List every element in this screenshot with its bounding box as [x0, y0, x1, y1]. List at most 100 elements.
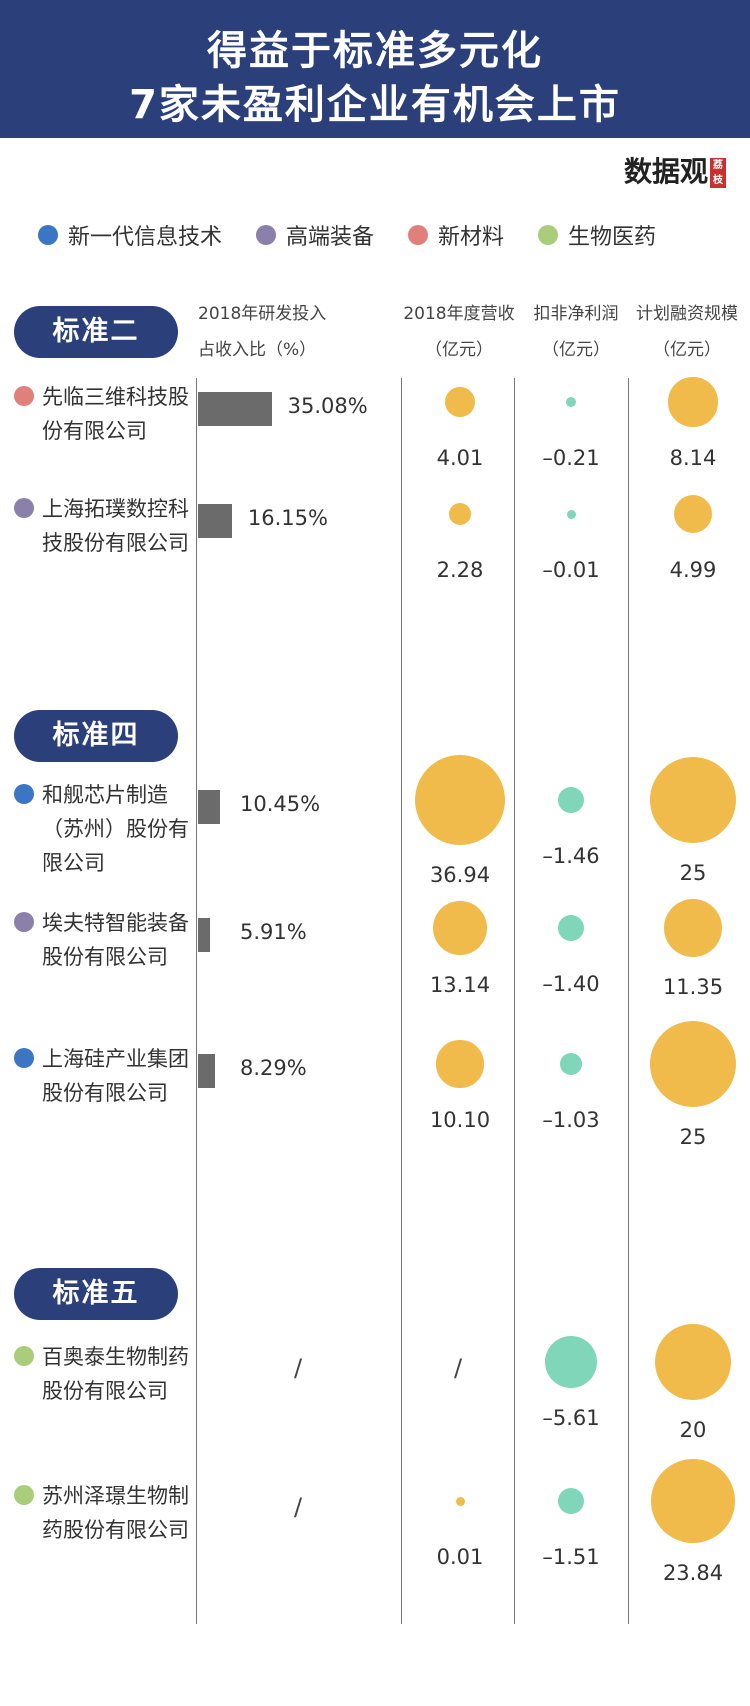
company-cell: 和舰芯片制造（苏州）股份有限公司 — [14, 778, 189, 882]
company-name: 上海拓璞数控科技股份有限公司 — [42, 497, 189, 555]
column-header-rd-line2: 占收入比（%） — [198, 340, 317, 360]
legend-dot — [538, 225, 559, 245]
revenue-label: 4.01 — [436, 446, 484, 470]
company-name: 上海硅产业集团股份有限公司 — [42, 1047, 189, 1105]
financing-label: 4.99 — [669, 558, 717, 582]
financing-label: 8.14 — [669, 446, 717, 470]
legend-dot — [408, 225, 429, 245]
column-header-rd: 2018年研发投入 占收入比（%） — [198, 296, 326, 368]
brand-name: 数据观 — [623, 155, 708, 188]
net-profit-label: –0.01 — [542, 558, 600, 582]
financing-bubble — [651, 1459, 735, 1543]
rd-ratio-label: 8.29% — [240, 1056, 307, 1080]
legend-label: 新材料 — [438, 225, 505, 250]
revenue-label: 13.14 — [429, 972, 491, 997]
company-cell: 埃夫特智能装备股份有限公司 — [14, 906, 189, 1010]
legend-item: 生物医药 — [538, 219, 656, 251]
net-profit-bubble — [557, 786, 585, 814]
revenue-label: 10.10 — [429, 1108, 491, 1132]
legend-label: 新一代信息技术 — [68, 225, 223, 250]
column-divider-1 — [196, 378, 197, 1624]
net-profit-bubble — [566, 509, 576, 519]
legend-item: 高端装备 — [256, 219, 374, 251]
company-cell: 先临三维科技股份有限公司 — [14, 380, 189, 484]
company-name: 百奥泰生物制药股份有限公司 — [42, 1345, 189, 1403]
column-header-revenue-line1: 2018年度营收 — [403, 304, 515, 324]
net-profit-bubble — [558, 915, 584, 941]
legend-dot — [38, 225, 58, 245]
net-profit-label: –0.21 — [542, 446, 600, 470]
company-name: 埃夫特智能装备股份有限公司 — [42, 911, 189, 969]
financing-bubble — [650, 757, 736, 843]
header-banner: 得益于标准多元化 7家未盈利企业有机会上市 — [0, 0, 750, 138]
rd-bar — [198, 790, 220, 824]
revenue-label: 0.01 — [436, 1545, 484, 1569]
category-dot — [14, 386, 34, 406]
category-dot — [14, 784, 34, 804]
company-cell: 上海硅产业集团股份有限公司 — [14, 1042, 189, 1146]
revenue-label: 36.94 — [429, 863, 491, 887]
title-line-1: 得益于标准多元化 — [207, 28, 543, 74]
title-line-2: 7家未盈利企业有机会上市 — [129, 82, 621, 128]
financing-bubble — [668, 377, 718, 427]
revenue-bubble — [455, 1496, 465, 1506]
legend-label: 生物医药 — [568, 225, 657, 250]
financing-bubble — [673, 494, 713, 534]
column-divider-3 — [514, 378, 515, 1624]
column-header-financing: 计划融资规模 （亿元） — [630, 296, 744, 368]
rd-bar — [198, 392, 272, 426]
column-header-financing-line2: （亿元） — [653, 340, 721, 360]
rd-ratio-label: / — [294, 1354, 303, 1382]
category-dot — [14, 1048, 34, 1068]
net-profit-bubble — [545, 1336, 597, 1388]
net-profit-label: –1.46 — [542, 844, 600, 868]
revenue-bubble — [436, 1040, 484, 1088]
rd-ratio-label: 35.08% — [287, 394, 368, 418]
legend-item: 新一代信息技术 — [38, 219, 222, 251]
rd-bar — [198, 1054, 216, 1088]
legend-label: 高端装备 — [286, 225, 375, 250]
financing-label: 11.35 — [662, 974, 724, 999]
company-cell: 百奥泰生物制药股份有限公司 — [14, 1340, 189, 1444]
category-dot — [14, 1346, 34, 1366]
column-header-profit: 扣非净利润 （亿元） — [526, 296, 626, 368]
financing-bubble — [664, 899, 722, 957]
column-divider-2 — [401, 378, 402, 1624]
column-header-rd-line1: 2018年研发投入 — [198, 304, 327, 324]
net-profit-label: –1.40 — [542, 972, 600, 996]
column-divider-4 — [628, 378, 629, 1624]
financing-bubble — [654, 1323, 732, 1401]
brand-logo: 数据观 荔枝 — [624, 150, 726, 190]
column-header-revenue-line2: （亿元） — [425, 340, 493, 360]
column-header-financing-line1: 计划融资规模 — [636, 304, 738, 324]
financing-label: 20 — [679, 1418, 707, 1443]
rd-ratio-label: 10.45% — [240, 792, 321, 816]
revenue-bubble — [415, 755, 505, 845]
revenue-bubble — [445, 387, 475, 417]
net-profit-label: –5.61 — [542, 1406, 600, 1430]
rd-ratio-label: 16.15% — [247, 506, 328, 530]
section-label: 标准五 — [14, 1268, 178, 1320]
company-cell: 苏州泽璟生物制药股份有限公司 — [14, 1479, 189, 1583]
company-cell: 上海拓璞数控科技股份有限公司 — [14, 492, 189, 596]
revenue-bubble — [433, 901, 487, 955]
column-header-profit-line2: （亿元） — [542, 340, 610, 360]
category-dot — [14, 498, 34, 518]
rd-bar — [198, 504, 232, 538]
financing-bubble — [650, 1021, 736, 1107]
company-name: 先临三维科技股份有限公司 — [42, 385, 189, 443]
legend-item: 新材料 — [408, 219, 504, 251]
legend: 新一代信息技术 高端装备 新材料 生物医药 — [38, 220, 690, 250]
rd-ratio-label: / — [294, 1493, 303, 1521]
legend-dot — [256, 225, 277, 245]
financing-label: 25 — [679, 861, 707, 885]
brand-tag: 荔枝 — [710, 158, 726, 188]
category-dot — [14, 1485, 34, 1505]
net-profit-label: –1.03 — [542, 1108, 600, 1132]
revenue-label: 2.28 — [436, 558, 484, 582]
category-dot — [14, 912, 34, 932]
net-profit-label: –1.51 — [542, 1545, 600, 1569]
column-header-revenue: 2018年度营收 （亿元） — [400, 296, 518, 368]
company-name: 和舰芯片制造（苏州）股份有限公司 — [42, 783, 189, 875]
revenue-bubble — [448, 502, 472, 526]
